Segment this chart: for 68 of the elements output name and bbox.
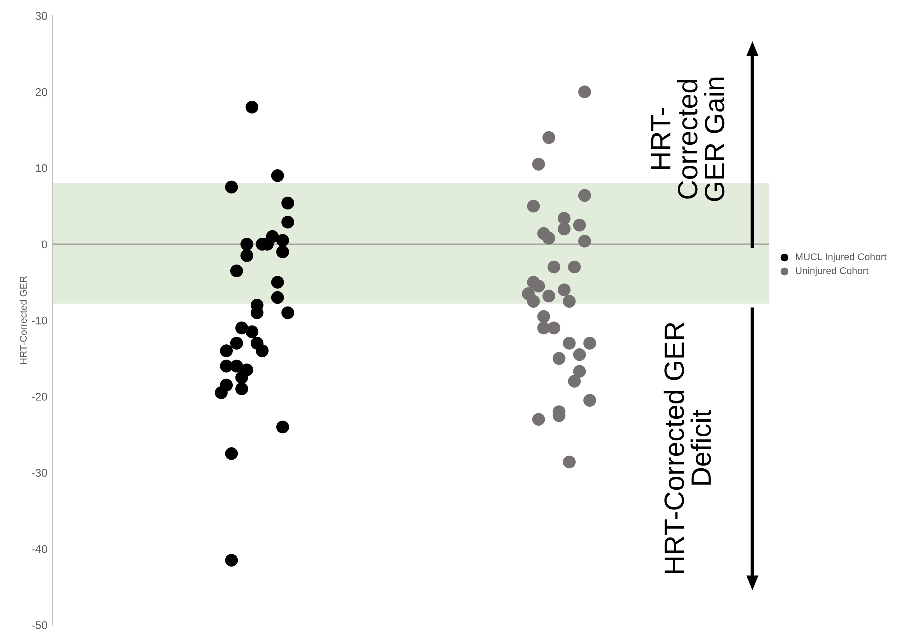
point	[542, 290, 556, 303]
point	[236, 382, 248, 396]
point	[584, 394, 596, 407]
point	[578, 189, 592, 202]
point	[538, 310, 550, 324]
point	[225, 180, 238, 194]
y-tick-label: -40	[32, 545, 48, 554]
point	[532, 158, 546, 171]
annotation: HRT- Corrected GER Gain	[651, 78, 725, 202]
point	[552, 352, 566, 366]
point	[558, 212, 571, 225]
point	[538, 322, 550, 335]
y-tick-label: 10	[36, 164, 48, 172]
point	[527, 295, 540, 308]
y-axis-title: HRT-Corrected GER	[20, 276, 27, 364]
point	[236, 322, 248, 335]
point	[563, 337, 576, 350]
y-tick-label: -50	[32, 622, 48, 630]
point	[542, 232, 556, 245]
point	[276, 246, 290, 258]
point	[246, 326, 259, 338]
point	[578, 86, 592, 99]
y-tick-label: 0	[42, 240, 48, 249]
point	[568, 260, 582, 274]
point	[276, 234, 290, 248]
point	[558, 284, 571, 297]
point	[230, 264, 244, 278]
point	[271, 276, 284, 289]
legend-label: Uninjured Cohort	[796, 267, 869, 276]
point	[532, 413, 546, 426]
point	[573, 348, 586, 362]
point	[282, 216, 294, 229]
point	[542, 131, 556, 144]
point	[225, 554, 238, 567]
legend-label: MUCL Injured Cohort	[796, 253, 887, 262]
point	[276, 420, 290, 434]
point	[282, 196, 294, 210]
point	[271, 169, 284, 182]
point	[230, 360, 244, 373]
y-tick-label: -30	[32, 469, 48, 478]
y-tick-label: -20	[32, 393, 48, 401]
point	[532, 280, 546, 293]
y-tick-label: 30	[36, 12, 48, 20]
point	[225, 447, 238, 460]
y-tick-label: -10	[32, 316, 48, 325]
point	[230, 337, 244, 350]
point	[240, 249, 254, 262]
point	[563, 456, 576, 469]
point	[246, 100, 259, 114]
point	[563, 295, 576, 308]
point	[573, 218, 586, 232]
point	[558, 222, 571, 236]
point	[220, 378, 234, 392]
point	[271, 291, 284, 304]
point	[220, 344, 234, 358]
annotation: HRT-Corrected GER Deficit	[664, 322, 712, 574]
y-tick-label: 20	[36, 88, 48, 96]
point	[266, 230, 280, 244]
point	[584, 337, 596, 350]
point	[578, 234, 592, 248]
point	[250, 337, 264, 350]
point	[282, 306, 294, 320]
point	[573, 365, 586, 378]
point	[240, 364, 254, 376]
point	[568, 375, 582, 388]
point	[548, 260, 561, 274]
point	[240, 238, 254, 251]
point	[527, 200, 540, 213]
